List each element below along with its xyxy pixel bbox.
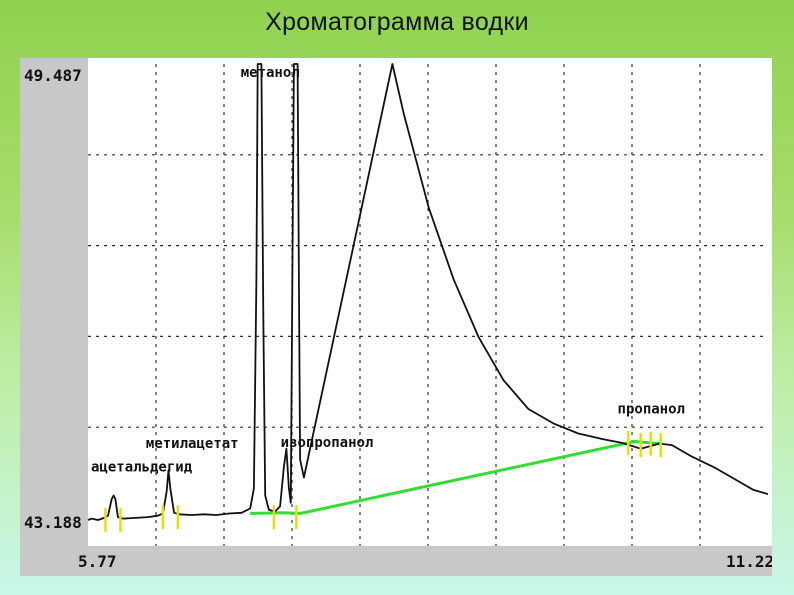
peak-markers [104, 430, 662, 533]
peak-label: метилацетат [146, 436, 239, 452]
peak-label: ацетальдегид [91, 460, 193, 476]
x-min-tick-label: 5.77 [78, 552, 117, 571]
y-min-tick-label: 43.188 [24, 513, 82, 532]
slide-title: Хроматограмма водки [265, 8, 529, 36]
series-line-trace [87, 63, 769, 521]
series-line-baseline [250, 439, 660, 516]
integration-baseline [250, 439, 660, 516]
y-axis-panel [20, 58, 88, 576]
x-max-tick-label: 11.22 [726, 552, 772, 571]
y-max-tick-label: 49.487 [24, 66, 82, 85]
peak-label: метанол [241, 65, 300, 81]
peak-labels: ацетальдегид метилацетат метанол изопропано… [91, 65, 685, 476]
chromatogram-chart: ацетальдегид метилацетат метанол изопропано… [20, 58, 772, 576]
peak-label: изопропанол [281, 435, 374, 451]
x-axis-panel [20, 546, 772, 576]
peak-label: пропанол [618, 401, 685, 417]
chromatogram-trace [87, 63, 769, 521]
